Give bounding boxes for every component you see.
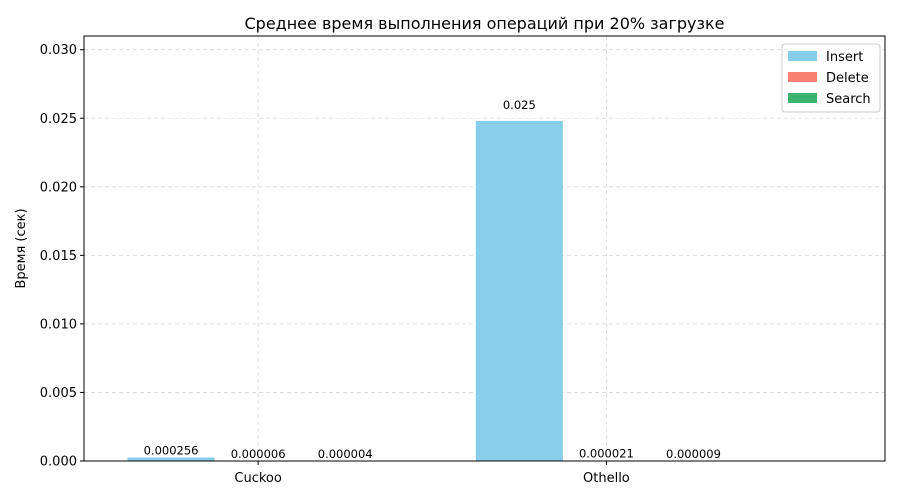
data-label: 0.000009	[666, 447, 721, 461]
legend-swatch-insert	[788, 51, 817, 61]
data-label: 0.000006	[231, 447, 286, 461]
bar-insert	[127, 457, 215, 461]
y-tick-label: 0.015	[40, 249, 77, 264]
legend-label-insert: Insert	[826, 50, 863, 65]
legend: Insert Delete Search	[781, 43, 881, 113]
y-tick-label: 0.000	[40, 455, 77, 470]
legend-swatch-delete	[788, 72, 817, 82]
axes: 0.000 0.005 0.010 0.015 0.020 0.025 0.030 Cucko…	[40, 43, 630, 486]
data-label: 0.000004	[318, 447, 373, 461]
y-tick-label: 0.010	[40, 317, 77, 332]
data-label: 0.025	[503, 98, 536, 112]
y-tick-label: 0.020	[40, 180, 77, 195]
bars: 0.000256 0.025 0.000006 0.000021 0.000004 0.0…	[127, 98, 737, 461]
data-label: 0.000021	[579, 447, 634, 461]
y-tick-label: 0.005	[40, 386, 77, 401]
legend-label-search: Search	[826, 92, 871, 107]
chart-title: Среднее время выполнения операций при 20…	[244, 14, 724, 33]
y-axis-label: Время (сек)	[14, 208, 29, 288]
x-tick-label: Cuckoo	[234, 471, 281, 486]
y-tick-label: 0.025	[40, 112, 77, 127]
legend-swatch-search	[788, 93, 817, 103]
legend-label-delete: Delete	[826, 71, 869, 86]
plot-frame	[83, 35, 886, 462]
x-tick-label: Othello	[583, 471, 630, 486]
bar-insert	[475, 121, 563, 461]
y-tick-label: 0.030	[40, 43, 77, 58]
data-label: 0.000256	[144, 443, 199, 457]
